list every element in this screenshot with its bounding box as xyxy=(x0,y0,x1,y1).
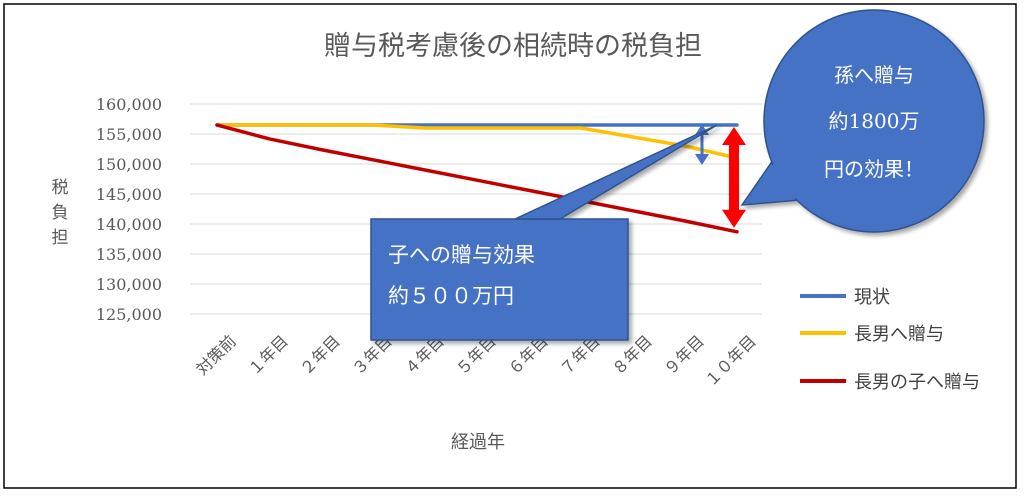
y-tick-labels: 160,000 155,000 150,000 145,000 140,000 135,0… xyxy=(96,95,162,324)
y-tick-label: 160,000 xyxy=(96,95,162,114)
svg-text:税負担: 税負担 xyxy=(52,178,69,248)
y-tick-label: 140,000 xyxy=(96,215,162,234)
legend-label: 長男へ贈与 xyxy=(854,324,944,345)
chart-title: 贈与税考慮後の相続時の税負担 xyxy=(324,31,702,62)
callout-grandchild-effect xyxy=(740,9,985,233)
y-tick-label: 150,000 xyxy=(96,155,162,174)
y-tick-label: 125,000 xyxy=(96,305,162,324)
callout-grandchild-line2: 約1800万 xyxy=(829,109,920,133)
x-axis-label: 経過年 xyxy=(451,432,505,453)
legend-label: 長男の子へ贈与 xyxy=(854,372,980,393)
y-axis-label: 税負担 xyxy=(52,178,69,248)
y-tick-label: 135,000 xyxy=(96,245,162,264)
y-tick-label: 130,000 xyxy=(96,275,162,294)
legend-label: 現状 xyxy=(854,287,890,308)
callout-grandchild-line3: 円の効果！ xyxy=(824,157,924,181)
callout-grandchild-line1: 孫へ贈与 xyxy=(834,63,914,87)
series-lines xyxy=(215,123,739,234)
callout-child-line1: 子への贈与効果 xyxy=(388,243,535,267)
callout-child-line2: 約５００万円 xyxy=(388,284,514,308)
red-double-arrow xyxy=(722,127,746,228)
y-tick-label: 155,000 xyxy=(96,125,162,144)
callout-child-effect xyxy=(370,124,718,341)
series-line xyxy=(215,123,739,234)
y-tick-label: 145,000 xyxy=(96,185,162,204)
series-line xyxy=(215,123,739,160)
